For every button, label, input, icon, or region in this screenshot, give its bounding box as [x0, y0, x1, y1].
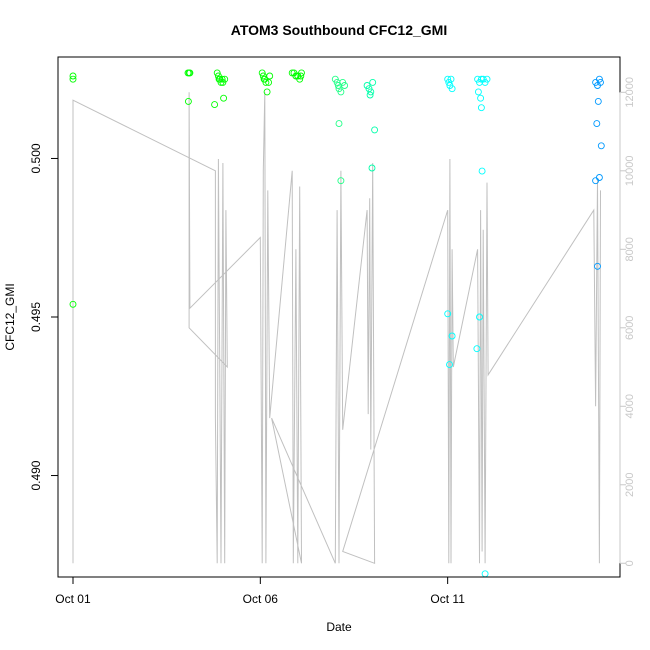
data-point: [221, 75, 229, 83]
data-point: [593, 120, 601, 128]
data-point: [444, 310, 452, 318]
right-tick-label: 2000: [624, 473, 636, 497]
y-axis: 0.490 0.495 0.500: [29, 143, 59, 491]
x-axis-label: Date: [326, 620, 352, 634]
data-point: [592, 177, 600, 185]
data-point: [446, 361, 453, 369]
y-tick-label: 0.495: [29, 302, 43, 332]
data-point: [371, 126, 379, 134]
data-point: [595, 174, 603, 181]
right-tick-label: 4000: [624, 394, 636, 418]
x-tick-label: Oct 11: [430, 592, 465, 606]
data-point: [297, 72, 305, 80]
data-point: [369, 78, 377, 86]
data-point: [337, 177, 345, 185]
data-point: [337, 88, 345, 96]
data-point: [263, 88, 271, 96]
data-point: [366, 91, 374, 99]
data-point: [258, 69, 266, 77]
data-point: [186, 69, 194, 77]
data-point: [483, 75, 491, 83]
data-point: [448, 332, 456, 340]
altitude-line: [72, 92, 601, 565]
data-point: [447, 75, 455, 83]
data-point: [69, 300, 77, 308]
altitude-line-layer: [72, 92, 601, 565]
data-point: [262, 78, 270, 86]
right-tick-label: 6000: [624, 316, 636, 340]
data-point: [595, 75, 603, 83]
data-point: [218, 75, 226, 83]
data-point: [476, 313, 483, 321]
data-point: [594, 97, 602, 105]
chart-title: ATOM3 Southbound CFC12_GMI: [231, 22, 447, 38]
x-axis: Oct 01 Oct 06 Oct 11: [55, 576, 465, 606]
y-axis-label: CFC12_GMI: [3, 283, 17, 350]
data-point: [481, 570, 489, 578]
data-point: [368, 164, 376, 172]
x-tick-label: Oct 01: [55, 592, 91, 606]
data-point: [298, 69, 305, 77]
y-tick-label: 0.500: [29, 143, 43, 173]
x-tick-label: Oct 06: [243, 592, 279, 606]
data-point: [597, 142, 605, 150]
right-axis: 0 2000 4000 6000 8000 10000 12000: [619, 77, 636, 566]
data-point: [473, 345, 481, 353]
data-point: [477, 94, 485, 102]
data-point: [220, 94, 228, 102]
data-point: [597, 78, 604, 86]
data-point: [213, 69, 221, 77]
right-tick-label: 12000: [624, 77, 636, 108]
data-point: [367, 88, 375, 96]
data-point: [69, 75, 77, 83]
points-layer: [69, 69, 605, 578]
data-point: [448, 85, 456, 93]
data-point: [474, 88, 482, 96]
data-point: [341, 82, 349, 89]
data-point: [296, 75, 304, 83]
data-point: [444, 75, 452, 83]
data-point: [266, 72, 274, 80]
data-point: [594, 262, 601, 270]
data-point: [69, 72, 77, 80]
data-point: [477, 104, 485, 112]
y-tick-label: 0.490: [29, 460, 43, 490]
data-point: [211, 101, 219, 109]
right-tick-label: 8000: [624, 237, 636, 261]
right-tick-label: 0: [624, 560, 636, 566]
data-point: [335, 120, 343, 128]
data-point: [478, 167, 486, 175]
right-tick-label: 10000: [624, 156, 636, 187]
data-point: [265, 78, 273, 86]
data-point: [184, 97, 192, 105]
